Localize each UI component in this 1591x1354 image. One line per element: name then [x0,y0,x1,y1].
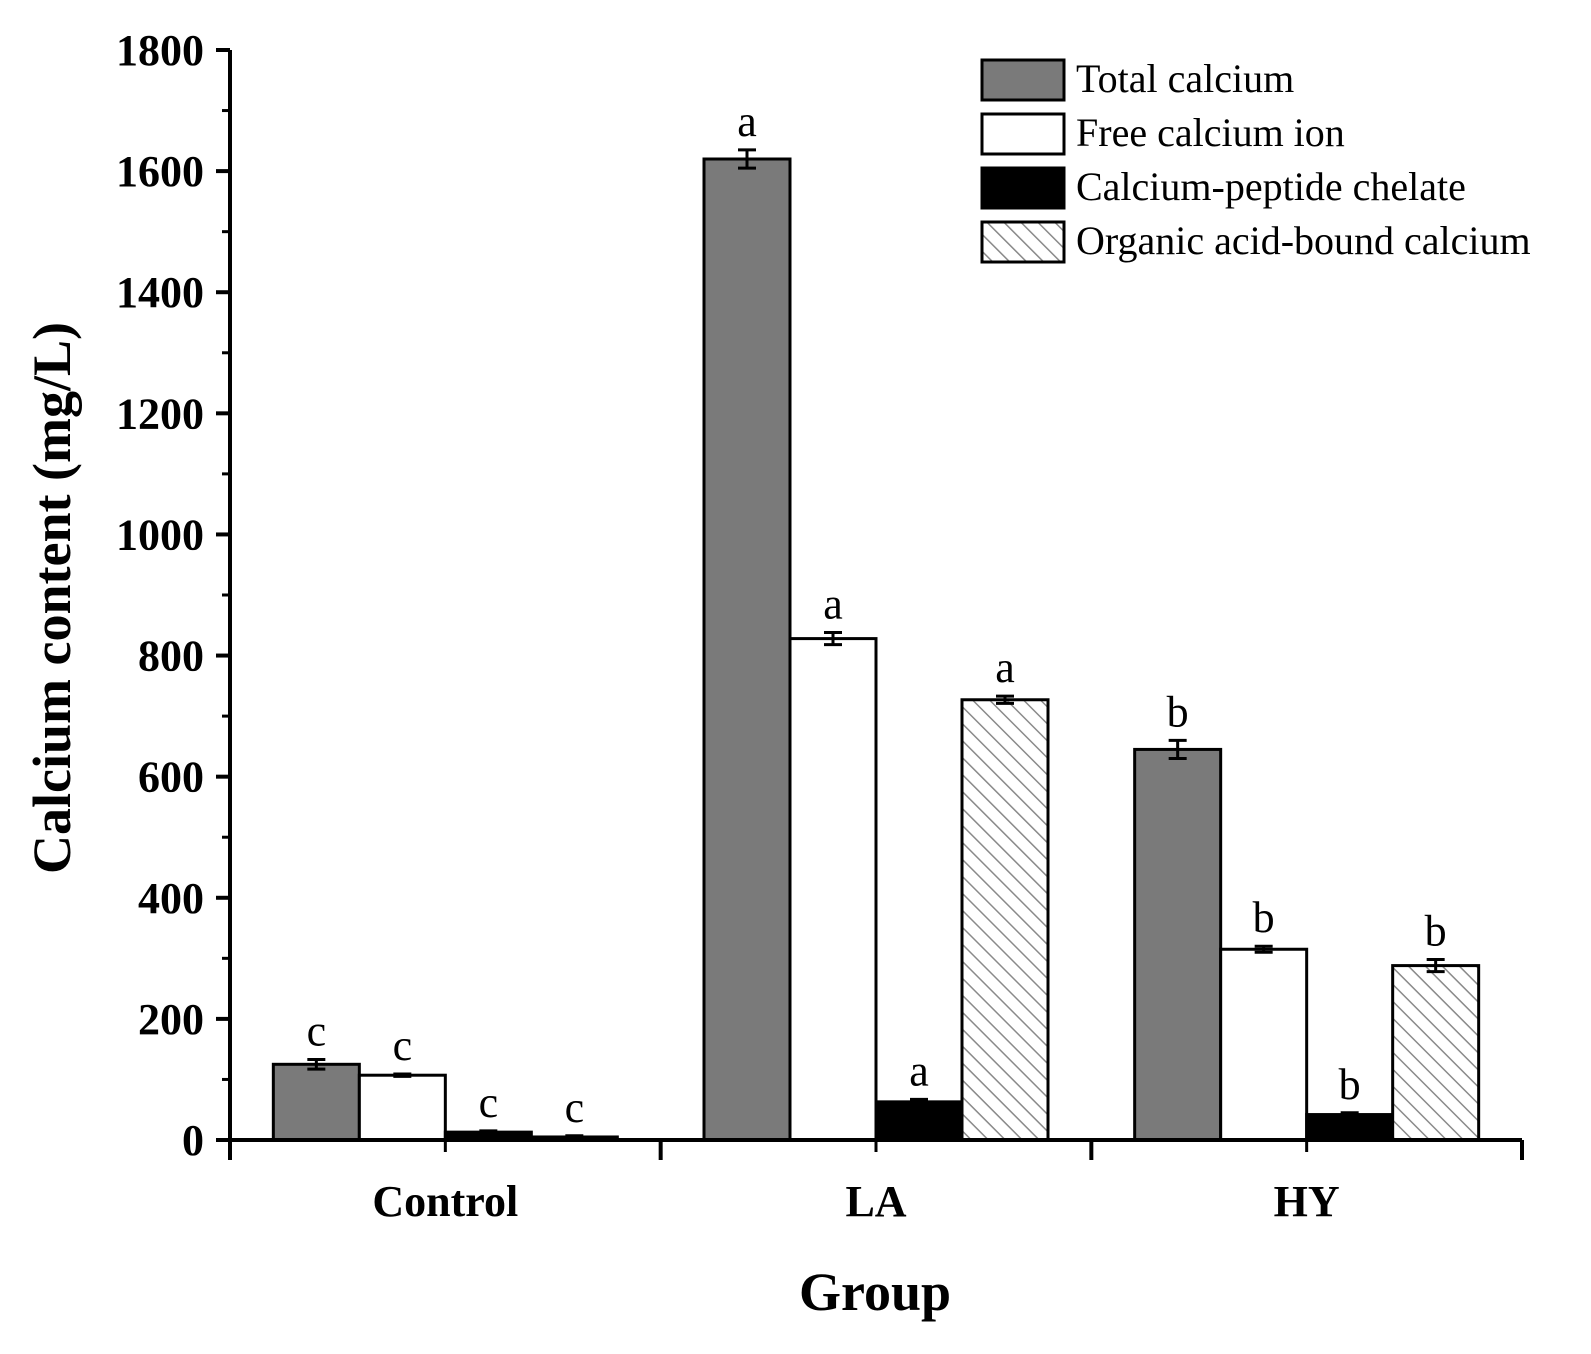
plot-area: c c c c Control a a a a LA b b b b HY 0 200 400 600 800 1000… [116,26,1524,1226]
bar-hy-organic-acid-bound-calcium [1391,964,1481,1142]
error-bar-la-2 [824,631,842,647]
error-bar-hy-3 [1340,1111,1359,1118]
significance-label: c [565,1083,585,1132]
error-bar-la-4 [996,694,1014,705]
y-tick-label: 0 [182,1116,204,1165]
significance-label: b [1167,687,1189,736]
error-bar-hy-4 [1426,958,1445,974]
x-tick-label-control: Control [372,1177,518,1226]
legend-swatch [980,58,1066,102]
significance-label: c [307,1006,327,1055]
error-bar-control-1 [307,1057,326,1071]
legend-label: Free calcium ion [1076,110,1345,155]
legend-swatch [980,112,1066,156]
legend-item-total-calcium: Total calcium [980,56,1294,102]
y-tick-label: 600 [138,753,204,802]
significance-label: b [1339,1060,1361,1109]
legend-item-free-calcium-ion: Free calcium ion [980,110,1345,156]
significance-label: b [1425,907,1447,956]
legend-item-calcium-peptide-chelate: Calcium-peptide chelate [980,164,1466,210]
x-tick-label-la: LA [845,1177,906,1226]
legend-item-organic-acid-bound-calcium: Organic acid-bound calcium [980,218,1531,264]
y-tick-label: 1400 [116,268,204,317]
error-bar-control-4 [565,1134,584,1140]
x-axis-title: Group [799,1262,951,1322]
error-bar-control-3 [479,1129,498,1135]
bar-control-free-calcium-ion [357,1073,447,1142]
significance-label: a [823,580,843,629]
significance-label: a [909,1046,929,1095]
y-tick-label: 400 [138,874,204,923]
legend: Total calcium Free calcium ion Calcium-pep… [980,56,1531,264]
y-tick-label: 1800 [116,26,204,75]
bar-control-total-calcium [271,1062,361,1142]
bar-hy-total-calcium [1133,747,1223,1142]
bar-la-free-calcium-ion [788,637,878,1142]
bar-la-organic-acid-bound-calcium [960,698,1050,1142]
bar-hy-calcium-peptide-chelate [1305,1113,1395,1142]
significance-label: c [479,1078,499,1127]
y-axis-title: Calcium content (mg/L) [22,322,82,874]
error-bar-hy-2 [1254,944,1273,954]
y-tick-label: 800 [138,632,204,681]
significance-label: a [737,97,757,146]
legend-swatch [980,166,1066,210]
bar-hy-free-calcium-ion [1219,947,1309,1142]
x-tick-label-hy: HY [1274,1177,1340,1226]
y-tick-label: 1000 [116,510,204,559]
significance-label: c [393,1021,413,1070]
legend-label: Total calcium [1076,56,1294,101]
significance-label: b [1253,893,1275,942]
error-bar-hy-1 [1168,738,1187,760]
significance-label: a [995,643,1015,692]
bar-la-calcium-peptide-chelate [874,1100,964,1142]
y-tick-label: 200 [138,995,204,1044]
legend-label: Organic acid-bound calcium [1076,218,1531,263]
error-bar-la-3 [910,1097,928,1106]
y-tick-label: 1600 [116,147,204,196]
legend-swatch [980,220,1066,264]
legend-label: Calcium-peptide chelate [1076,164,1466,209]
error-bar-control-2 [393,1072,412,1078]
error-bar-la-1 [738,148,756,170]
y-tick-label: 1200 [116,389,204,438]
bar-la-total-calcium [702,157,792,1142]
